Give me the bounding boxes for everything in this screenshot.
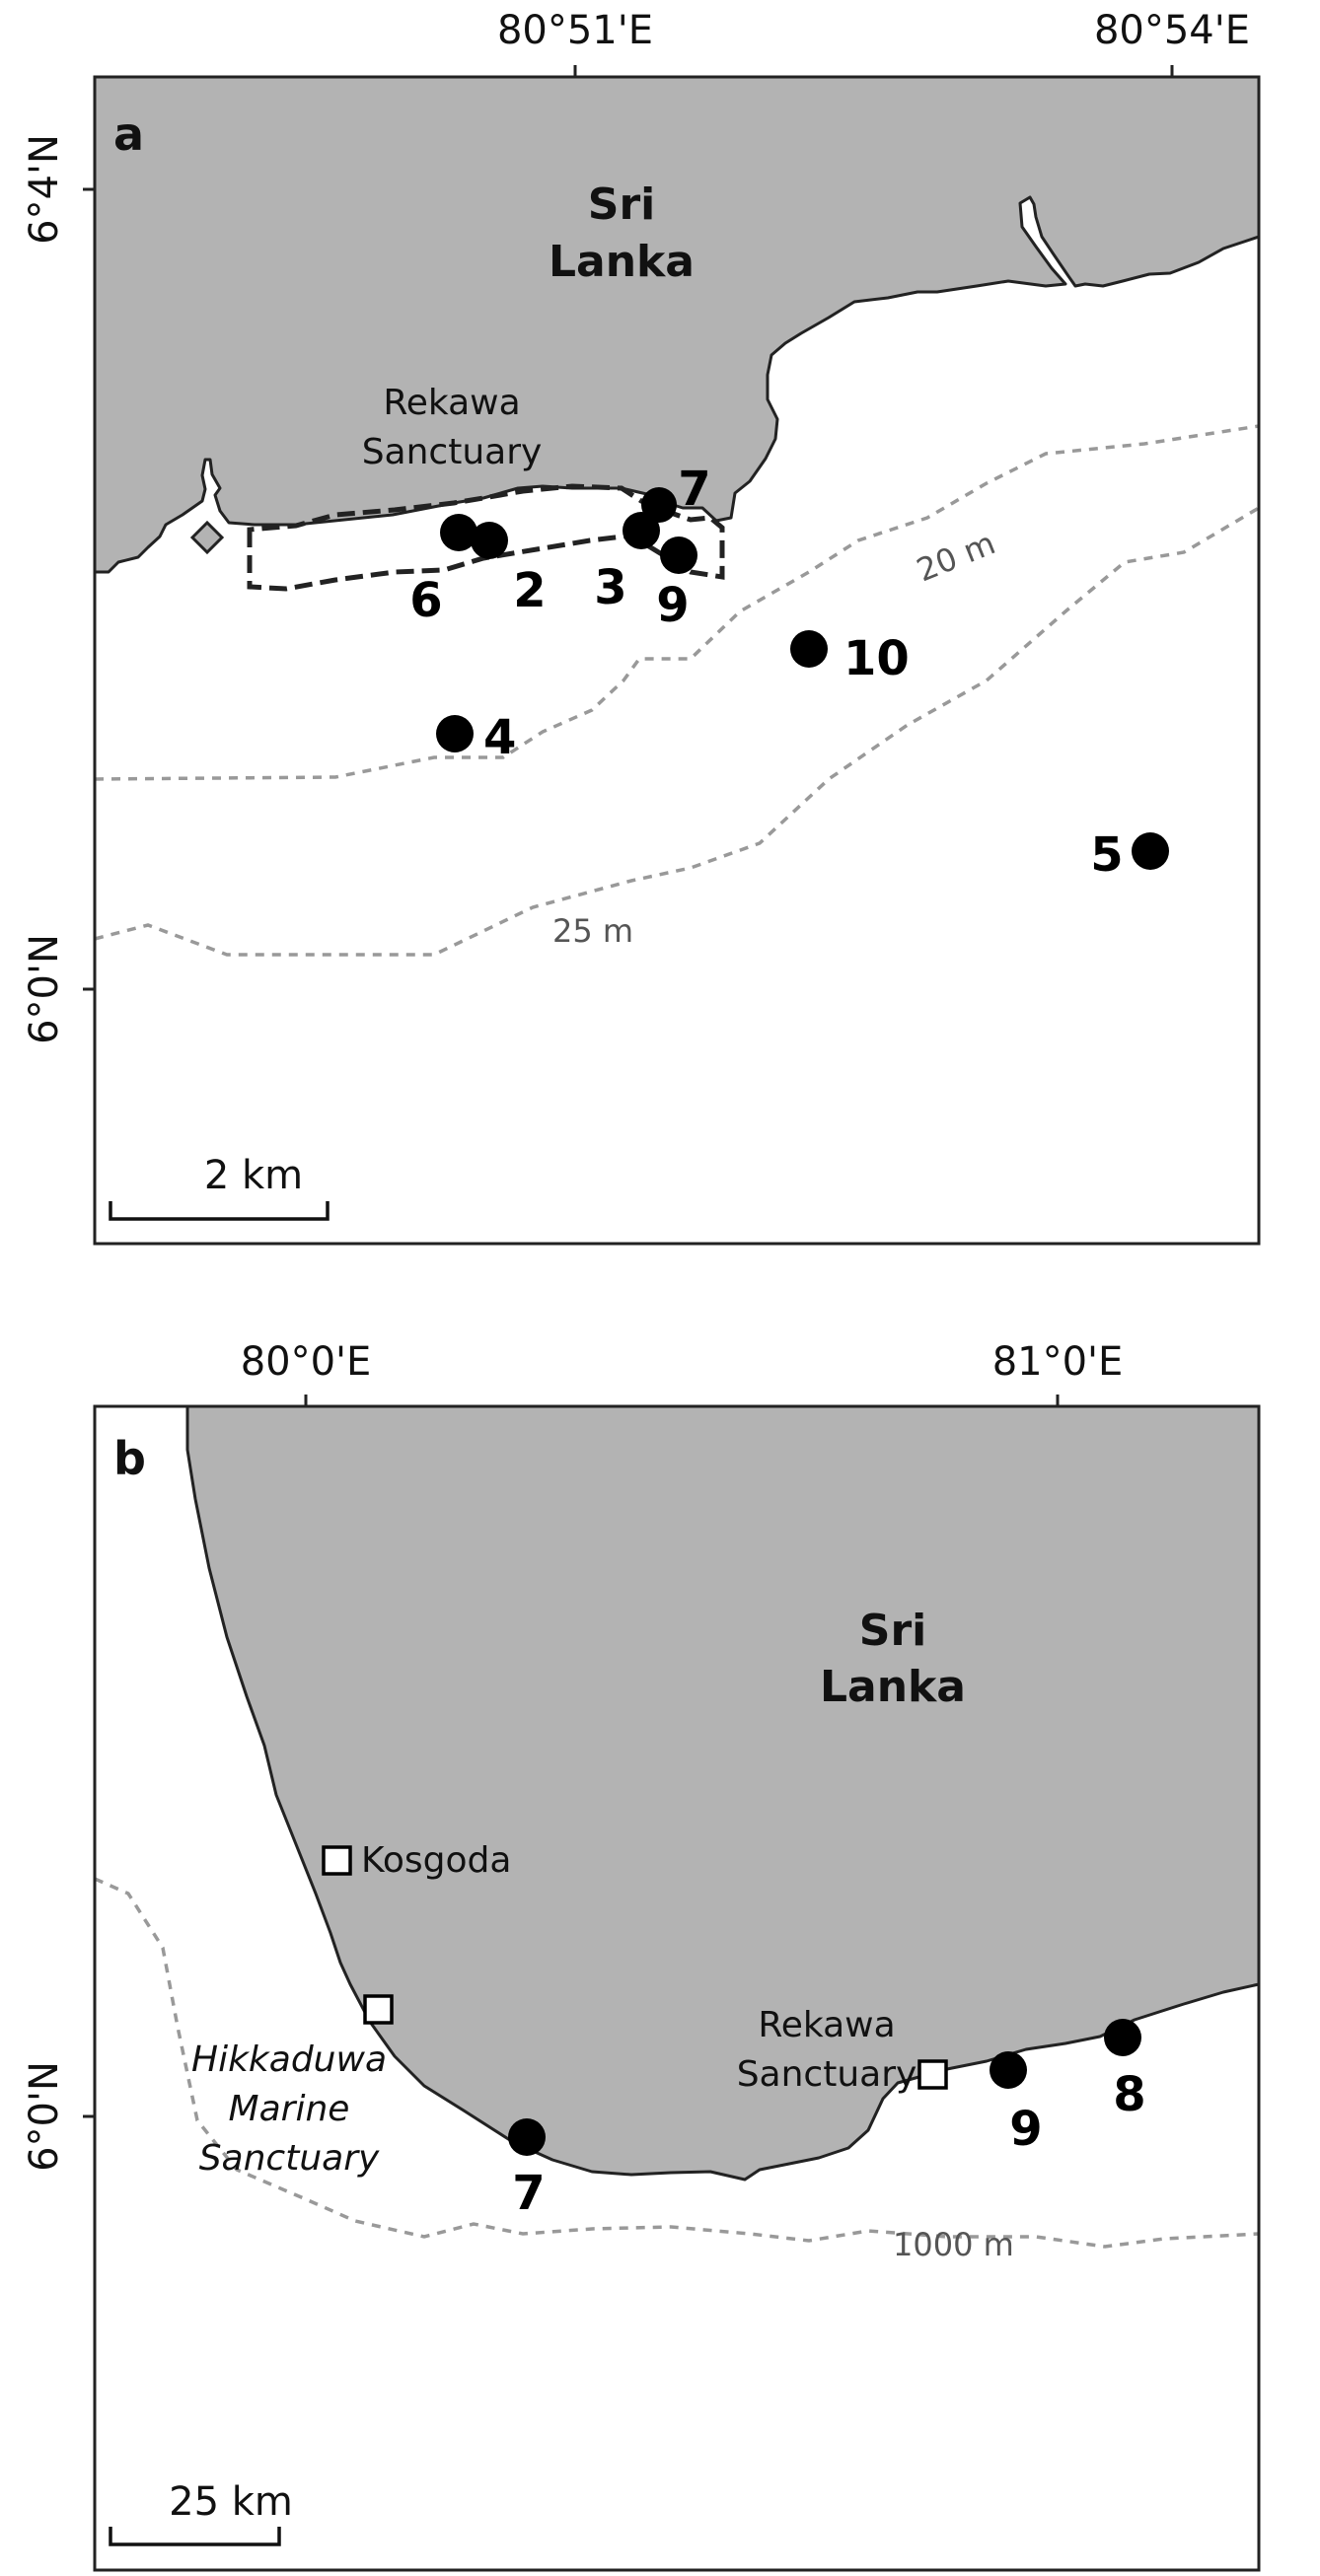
site-label-3: 3	[594, 560, 626, 615]
rekawa-label-a-line1: Rekawa	[383, 383, 520, 423]
scale-label-a: 2 km	[204, 1153, 303, 1198]
rekawa-label-b-line1: Rekawa	[758, 2005, 895, 2045]
y-tick-label-a-1: 6°4'N	[22, 134, 67, 245]
y-tick-label-b-1: 6°0'N	[22, 2061, 67, 2172]
hikkaduwa-marker	[363, 1994, 394, 2025]
site-label-5: 5	[1090, 827, 1123, 883]
lagoon-islet	[189, 520, 225, 555]
rekawa-sanctuary-boundary	[247, 483, 725, 592]
isobath-20m	[94, 424, 1260, 781]
country-label-a-line2: Lanka	[549, 237, 695, 287]
rekawa-label-b-line2: Sanctuary	[737, 2054, 917, 2095]
panel-b-frame	[93, 1404, 1261, 2572]
site-3-marker	[623, 512, 660, 549]
site-label-10: 10	[843, 631, 910, 686]
panel-label-b: b	[113, 1432, 146, 1485]
sri-lanka-landmass-b	[185, 1404, 1261, 2182]
hikkaduwa-label-line3: Sanctuary	[199, 2138, 380, 2179]
country-label-b-line1: Sri	[859, 1606, 926, 1656]
scale-bar-b	[109, 2527, 281, 2546]
isobath-label-25m: 25 m	[552, 912, 633, 950]
kosgoda-marker	[322, 1845, 352, 1876]
site-label-6: 6	[409, 573, 442, 628]
site-6-marker	[440, 514, 477, 551]
site-7-marker-b	[508, 2118, 546, 2156]
site-label-7-b: 7	[512, 2166, 545, 2221]
kosgoda-label: Kosgoda	[361, 1840, 511, 1881]
site-label-7: 7	[678, 462, 710, 517]
site-10-marker	[790, 630, 828, 668]
site-label-8-b: 8	[1113, 2067, 1145, 2122]
hikkaduwa-label-line1: Hikkaduwa	[191, 2039, 387, 2080]
x-tick-label-b-2: 81°0'E	[992, 1339, 1124, 1385]
panel-label-a: a	[113, 107, 144, 161]
site-label-9-b: 9	[1009, 2102, 1042, 2157]
site-label-4: 4	[483, 710, 516, 765]
country-label-a-line1: Sri	[588, 179, 655, 230]
panel-a-frame	[93, 75, 1261, 1246]
isobath-label-1000m: 1000 m	[893, 2226, 1014, 2263]
scale-bar-a	[109, 1201, 330, 1221]
x-tick-label-a-2: 80°54'E	[1094, 8, 1250, 53]
isobath-1000m	[94, 1877, 1260, 2249]
panel-b: 80°0'E 81°0'E 6°0'N b Sri Lanka Kosgoda …	[22, 1339, 1261, 2572]
panel-a: 80°51'E 80°54'E 6°4'N 6°0'N a Sri Lanka …	[22, 8, 1261, 1246]
isobath-label-20m: 20 m	[912, 524, 1000, 589]
site-2-marker	[471, 522, 508, 559]
site-9-marker	[660, 537, 697, 574]
site-4-marker	[436, 715, 474, 752]
y-tick-label-a-2: 6°0'N	[22, 934, 67, 1044]
x-tick-label-a-1: 80°51'E	[497, 8, 653, 53]
site-5-marker	[1132, 832, 1169, 870]
isobath-25m	[94, 506, 1260, 957]
rekawa-label-a-line2: Sanctuary	[362, 432, 543, 472]
sri-lanka-landmass-a	[93, 75, 1261, 574]
x-tick-label-b-1: 80°0'E	[241, 1339, 372, 1385]
country-label-b-line2: Lanka	[820, 1662, 966, 1712]
hikkaduwa-label-line2: Marine	[229, 2089, 350, 2129]
site-label-2: 2	[513, 563, 546, 618]
rekawa-marker	[917, 2059, 948, 2090]
site-8-marker-b	[1104, 2019, 1141, 2056]
site-9-marker-b	[990, 2051, 1027, 2089]
site-label-9: 9	[656, 578, 689, 633]
site-7-marker	[641, 487, 677, 523]
scale-label-b: 25 km	[169, 2479, 293, 2525]
